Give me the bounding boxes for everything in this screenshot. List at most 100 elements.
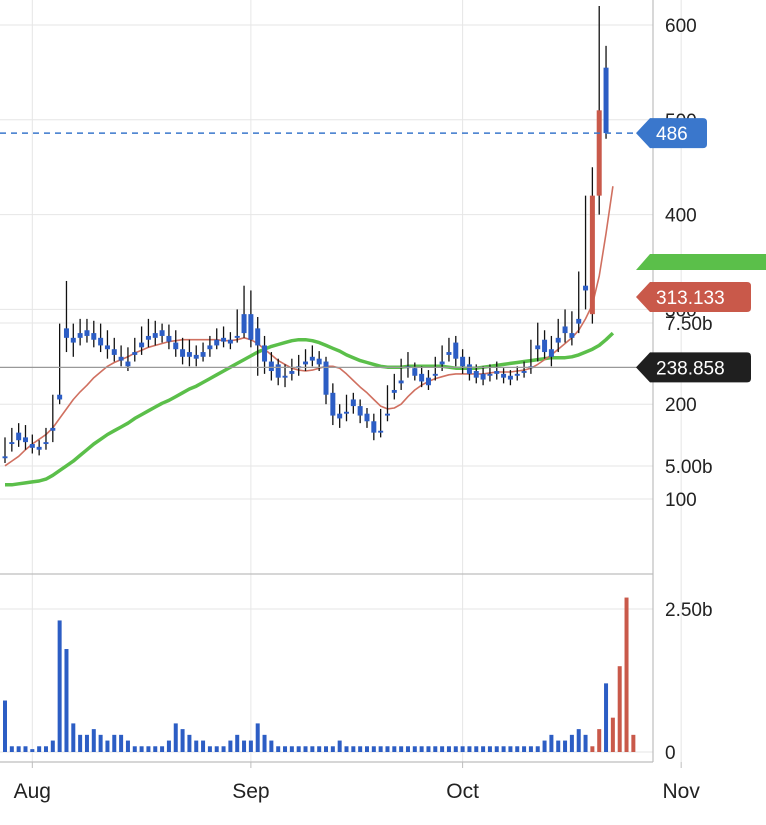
volume-bar: [194, 740, 199, 752]
candle-body: [200, 352, 206, 357]
candle-body: [159, 330, 165, 336]
candle-body: [282, 375, 288, 378]
candle-body: [118, 356, 124, 361]
candle-body: [70, 337, 76, 343]
slow-moving-average: [5, 331, 615, 487]
candle-body: [555, 337, 561, 343]
month-label: Nov: [662, 780, 700, 803]
candle-body: [542, 339, 548, 353]
candle-body: [412, 368, 418, 376]
volume-bar: [105, 740, 110, 752]
candle-body: [501, 373, 507, 378]
candle-body: [487, 373, 493, 376]
fast-ma-line: [4, 186, 614, 467]
candle-body: [63, 328, 69, 338]
volume-bar: [590, 746, 595, 752]
volume-bar: [160, 746, 165, 752]
month-label: Sep: [232, 780, 269, 803]
volume-bar: [269, 740, 274, 752]
candle-body: [145, 335, 151, 340]
candle-body: [398, 380, 404, 384]
slow-ma-line: [5, 331, 615, 487]
volume-bar: [221, 746, 226, 752]
candle-body: [227, 339, 233, 344]
volume-bar: [242, 740, 247, 752]
candle-body: [77, 333, 83, 338]
volume-bar: [576, 729, 581, 752]
volume-bar: [23, 746, 28, 752]
candle-body: [425, 377, 431, 386]
volume-bar: [617, 666, 622, 752]
volume-bar: [563, 740, 568, 752]
volume-bar: [43, 746, 48, 752]
volume-bar: [426, 746, 431, 752]
price-badges: 486 313.133 238.858: [636, 118, 766, 383]
candle-body: [576, 318, 582, 324]
candle-body: [589, 195, 595, 315]
volume-bar: [433, 746, 438, 752]
volume-bar: [474, 746, 479, 752]
volume-bar: [604, 683, 609, 752]
candle-body: [432, 373, 438, 376]
candle-body: [371, 421, 377, 433]
price-tick-label: 600: [665, 16, 697, 37]
volume-bar: [262, 734, 267, 752]
volume-bar: [610, 717, 615, 752]
volume-bar: [556, 740, 561, 752]
candle-body: [275, 364, 281, 378]
volume-bar: [515, 746, 520, 752]
candle-body: [173, 342, 179, 350]
volume-bar: [173, 723, 178, 752]
volume-bar: [98, 734, 103, 752]
volume-bar: [405, 746, 410, 752]
volume-bar: [57, 620, 62, 752]
volume-tick-label: 0: [665, 743, 676, 764]
price-badge: [636, 118, 707, 149]
candle-body: [466, 364, 472, 374]
volume-bar: [317, 746, 322, 752]
volume-bar: [207, 746, 212, 752]
volume-bar: [344, 746, 349, 752]
candle-body: [22, 437, 28, 443]
volume-bar: [467, 746, 472, 752]
volume-tick-label: 5.00b: [665, 457, 713, 478]
candle-body: [419, 373, 425, 382]
volume-bar: [378, 746, 383, 752]
volume-bar: [494, 746, 499, 752]
volume-bar: [446, 746, 451, 752]
volume-bar: [214, 746, 219, 752]
volume-bar: [624, 597, 629, 752]
price-badge-label: 313.133: [656, 288, 725, 309]
candle-body: [535, 345, 541, 350]
candle-body: [2, 456, 8, 459]
candle-body: [330, 392, 336, 416]
candle-body: [309, 356, 315, 361]
price-badge: [636, 281, 751, 312]
candle-body: [57, 394, 63, 400]
candle-body: [548, 349, 554, 357]
candle-body: [43, 442, 49, 445]
candle-body: [603, 67, 609, 134]
candle-body: [262, 345, 268, 362]
price-tick-label: 400: [665, 206, 697, 227]
candle-body: [494, 371, 500, 374]
candle-body: [16, 432, 22, 441]
volume-bar: [153, 746, 158, 752]
volume-bar: [180, 729, 185, 752]
price-tick-label: 100: [665, 490, 697, 511]
candle-body: [514, 373, 520, 376]
volume-bar: [508, 746, 513, 752]
candle-body: [193, 354, 199, 359]
candle-body: [507, 375, 513, 380]
candle-body: [391, 389, 397, 393]
volume-bar: [337, 740, 342, 752]
volume-bar: [187, 734, 192, 752]
volume-bar: [330, 746, 335, 752]
candle-body: [460, 356, 466, 367]
candle-body: [289, 371, 295, 374]
candle-body: [152, 333, 158, 338]
volume-bars: [3, 597, 636, 752]
price-badge-label: 238.858: [656, 358, 725, 379]
